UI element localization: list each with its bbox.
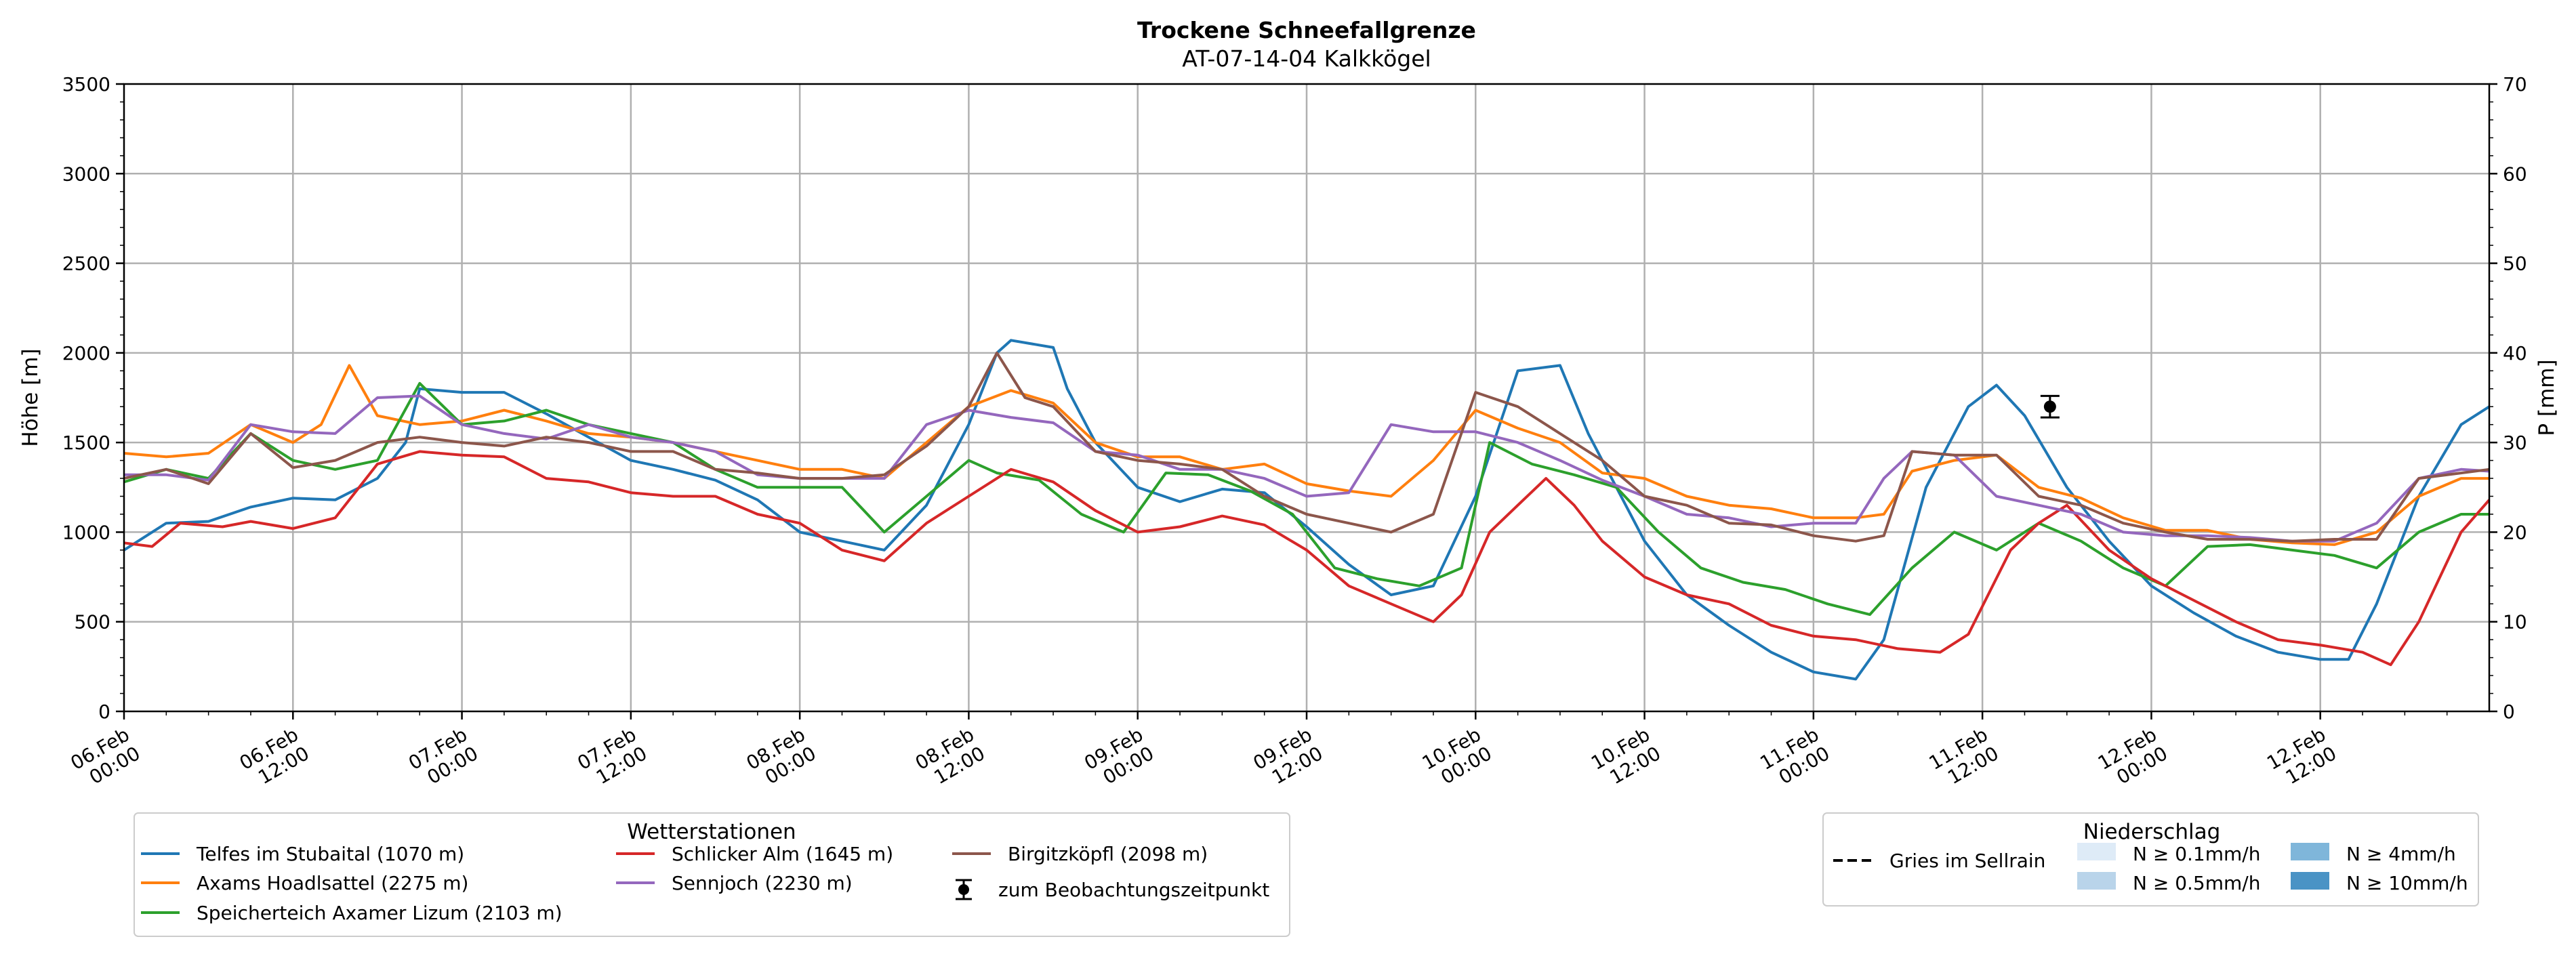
legend-label-observation: zum Beobachtungszeitpunkt — [998, 879, 1269, 901]
legend-precip-line-label: Gries im Sellrain — [1889, 850, 2045, 872]
precip-label-4: N ≥ 10mm/h — [2346, 872, 2468, 894]
legend-label-6: Birgitzköpfl (2098 m) — [1008, 843, 1208, 865]
y2-tick-label: 0 — [2503, 701, 2515, 723]
legend-label-2: Axams Hoadlsattel (2275 m) — [197, 872, 468, 894]
legend-label-4: Schlicker Alm (1645 m) — [672, 843, 893, 865]
y-axis-right: 0 10 20 30 40 50 60 70 — [2489, 73, 2527, 723]
y-tick-label: 3000 — [62, 163, 110, 185]
legend-entry-observation: zum Beobachtungszeitpunkt — [956, 879, 1269, 901]
y2-tick-label: 70 — [2503, 73, 2527, 96]
series-layer — [123, 339, 2491, 681]
observation-marker — [2040, 394, 2060, 419]
y-tick-label: 1000 — [62, 521, 110, 543]
series-line-6 — [123, 351, 2490, 543]
series-line-2 — [123, 364, 2489, 546]
y-tick-label: 2000 — [62, 342, 110, 365]
precip-swatch-1 — [2077, 843, 2116, 860]
y2-tick-label: 40 — [2503, 342, 2527, 365]
grid-lines — [124, 84, 2489, 711]
legend-precip: Niederschlag Gries im Sellrain N ≥ 0.1mm… — [1822, 812, 2479, 907]
y-axis-left: 0 500 1000 1500 2000 2500 3000 3500 — [62, 73, 124, 723]
precip-swatch-3 — [2077, 872, 2116, 890]
legend-stations-title: Wetterstationen — [627, 820, 796, 844]
precip-label-1: N ≥ 0.1mm/h — [2133, 843, 2260, 865]
legend-precip-swatches: N ≥ 0.1mm/h N ≥ 4mm/h N ≥ 0.5mm/h N ≥ 10mm/… — [2077, 843, 2468, 894]
legend-precip-title: Niederschlag — [2083, 820, 2221, 844]
precip-swatch-2 — [2291, 843, 2329, 860]
obs-point — [2043, 400, 2056, 413]
y-tick-label: 3500 — [62, 73, 110, 96]
y2-tick-label: 50 — [2503, 253, 2527, 275]
y-axis-label: Höhe [m] — [18, 348, 43, 446]
legend-label-5: Sennjoch (2230 m) — [672, 872, 853, 894]
y-tick-label: 2500 — [62, 253, 110, 275]
series-line-5 — [124, 394, 2490, 543]
y-tick-label: 0 — [98, 701, 110, 723]
precip-swatch-4 — [2291, 872, 2329, 890]
y2-tick-label: 30 — [2503, 432, 2527, 454]
y-tick-label: 1500 — [62, 432, 110, 454]
y2-axis-label: P [mm] — [2535, 359, 2559, 436]
chart-title: Trockene Schneefallgrenze — [1137, 17, 1476, 43]
legend-label-3: Speicherteich Axamer Lizum (2103 m) — [197, 902, 563, 924]
y2-tick-label: 10 — [2503, 611, 2527, 633]
y2-tick-label: 60 — [2503, 163, 2527, 185]
y2-tick-label: 20 — [2503, 521, 2527, 543]
legend-station-entries: Telfes im Stubaital (1070 m) Axams Hoadls… — [141, 843, 1208, 924]
series-line-4 — [123, 450, 2491, 667]
y-tick-label: 500 — [75, 611, 110, 633]
series-line-3 — [123, 381, 2489, 617]
legend-label-1: Telfes im Stubaital (1070 m) — [196, 843, 464, 865]
chart-subtitle: AT-07-14-04 Kalkkögel — [1182, 45, 1431, 72]
legend-stations: Wetterstationen Telfes im Stubaital (107… — [134, 812, 1290, 937]
precip-label-3: N ≥ 0.5mm/h — [2133, 872, 2260, 894]
precip-label-2: N ≥ 4mm/h — [2346, 843, 2456, 865]
